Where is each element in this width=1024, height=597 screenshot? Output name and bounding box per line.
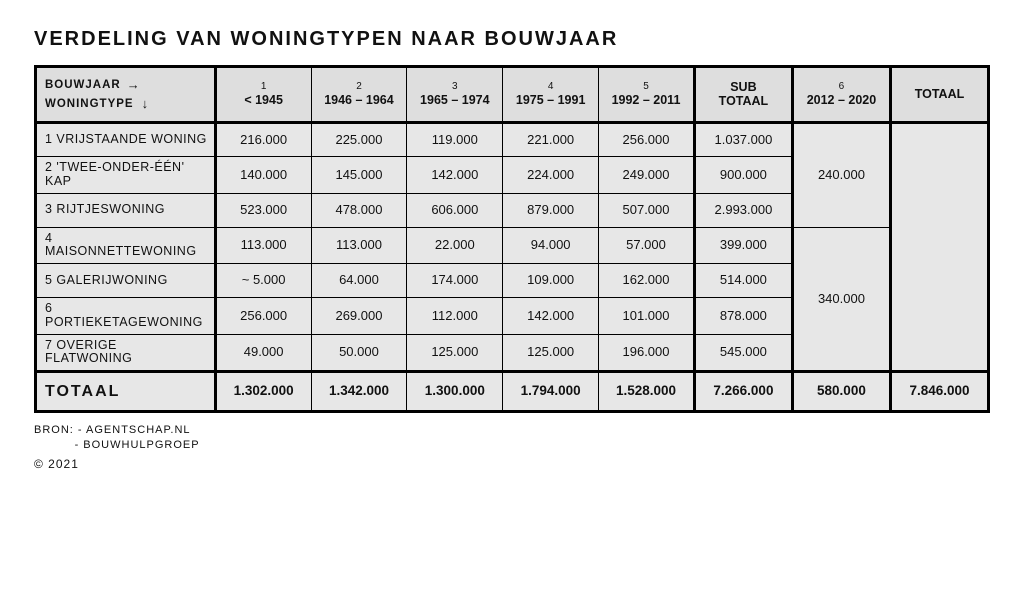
subtotal-cell: 545.000 <box>694 334 792 372</box>
source-1: - AGENTSCHAP.NL <box>78 424 191 436</box>
cell: 57.000 <box>599 227 695 264</box>
row-label: 5 GALERIJWONING <box>36 264 216 298</box>
col-period-5-num: 5 <box>605 81 687 92</box>
col-period-4: 4 1975 – 1991 <box>503 67 599 123</box>
merged-late-group1: 240.000 <box>792 123 890 228</box>
col-totaal: TOTAAL <box>890 67 988 123</box>
subtotal-cell: 900.000 <box>694 157 792 194</box>
cell: 94.000 <box>503 227 599 264</box>
cell: 142.000 <box>407 157 503 194</box>
cell: 224.000 <box>503 157 599 194</box>
col-period-1-label: < 1945 <box>244 93 283 107</box>
row-label: 1 VRIJSTAANDE WONING <box>36 123 216 157</box>
footer: BRON: - AGENTSCHAP.NL - BOUWHULPGROEP © … <box>34 423 990 473</box>
totals-cell: 1.528.000 <box>599 372 695 412</box>
row-label: 6 PORTIEKETAGEWONING <box>36 298 216 335</box>
cell: 64.000 <box>311 264 407 298</box>
cell: 145.000 <box>311 157 407 194</box>
arrow-right-icon: → <box>127 77 141 92</box>
cell: 49.000 <box>215 334 311 372</box>
totals-cell: 1.300.000 <box>407 372 503 412</box>
page-title: VERDELING VAN WONINGTYPEN NAAR BOUWJAAR <box>34 28 990 51</box>
totals-row: TOTAAL 1.302.000 1.342.000 1.300.000 1.7… <box>36 372 989 412</box>
col-period-3-num: 3 <box>413 81 496 92</box>
col-period-2-num: 2 <box>318 81 401 92</box>
cell: 50.000 <box>311 334 407 372</box>
merged-totaal-blank <box>890 123 988 372</box>
cell: 125.000 <box>407 334 503 372</box>
col-period-3-label: 1965 – 1974 <box>420 93 490 107</box>
col-late-label: 2012 – 2020 <box>807 93 877 107</box>
cell: 269.000 <box>311 298 407 335</box>
cell: 216.000 <box>215 123 311 157</box>
cell: 112.000 <box>407 298 503 335</box>
totals-subtotaal: 7.266.000 <box>694 372 792 412</box>
cell: 606.000 <box>407 193 503 227</box>
table-row: 4 MAISONNETTEWONING 113.000 113.000 22.0… <box>36 227 989 264</box>
row-label: 3 RIJTJESWONING <box>36 193 216 227</box>
subtotal-cell: 514.000 <box>694 264 792 298</box>
col-period-2: 2 1946 – 1964 <box>311 67 407 123</box>
cell: 523.000 <box>215 193 311 227</box>
copyright: © 2021 <box>34 456 990 473</box>
col-period-1-num: 1 <box>223 81 305 92</box>
row-label: 2 'TWEE-ONDER-ÉÉN' KAP <box>36 157 216 194</box>
cell: 140.000 <box>215 157 311 194</box>
cell: 22.000 <box>407 227 503 264</box>
housing-table: BOUWJAAR → WONINGTYPE ↓ 1 < 1945 2 1946 … <box>34 65 990 413</box>
subtotal-cell: 399.000 <box>694 227 792 264</box>
row-label: 7 OVERIGE FLATWONING <box>36 334 216 372</box>
totals-cell: 1.794.000 <box>503 372 599 412</box>
col-period-4-num: 4 <box>509 81 592 92</box>
corner-top-label: BOUWJAAR <box>45 79 121 92</box>
merged-late-group2: 340.000 <box>792 227 890 372</box>
col-period-5-label: 1992 – 2011 <box>612 93 681 107</box>
source-2: - BOUWHULPGROEP <box>75 439 200 451</box>
col-period-4-label: 1975 – 1991 <box>516 93 586 107</box>
cell: 125.000 <box>503 334 599 372</box>
cell: 478.000 <box>311 193 407 227</box>
totals-grand: 7.846.000 <box>890 372 988 412</box>
cell: ~ 5.000 <box>215 264 311 298</box>
cell: 174.000 <box>407 264 503 298</box>
cell: 256.000 <box>599 123 695 157</box>
cell: 249.000 <box>599 157 695 194</box>
col-subtotaal: SUB TOTAAL <box>694 67 792 123</box>
bron-label: BRON: <box>34 424 74 436</box>
cell: 142.000 <box>503 298 599 335</box>
col-late-period: 6 2012 – 2020 <box>792 67 890 123</box>
totals-label: TOTAAL <box>36 372 216 412</box>
cell: 113.000 <box>311 227 407 264</box>
col-period-3: 3 1965 – 1974 <box>407 67 503 123</box>
cell: 507.000 <box>599 193 695 227</box>
totals-late: 580.000 <box>792 372 890 412</box>
subtotal-cell: 2.993.000 <box>694 193 792 227</box>
corner-bottom-label: WONINGTYPE <box>45 98 134 111</box>
cell: 109.000 <box>503 264 599 298</box>
col-period-1: 1 < 1945 <box>215 67 311 123</box>
cell: 221.000 <box>503 123 599 157</box>
totals-cell: 1.302.000 <box>215 372 311 412</box>
subtotal-cell: 878.000 <box>694 298 792 335</box>
col-late-num: 6 <box>800 81 883 92</box>
arrow-down-icon: ↓ <box>142 96 149 111</box>
cell: 256.000 <box>215 298 311 335</box>
cell: 225.000 <box>311 123 407 157</box>
col-period-2-label: 1946 – 1964 <box>324 93 394 107</box>
cell: 196.000 <box>599 334 695 372</box>
cell: 119.000 <box>407 123 503 157</box>
cell: 879.000 <box>503 193 599 227</box>
cell: 101.000 <box>599 298 695 335</box>
col-period-5: 5 1992 – 2011 <box>599 67 695 123</box>
totals-cell: 1.342.000 <box>311 372 407 412</box>
cell: 113.000 <box>215 227 311 264</box>
table-row: 1 VRIJSTAANDE WONING 216.000 225.000 119… <box>36 123 989 157</box>
corner-cell: BOUWJAAR → WONINGTYPE ↓ <box>36 67 216 123</box>
subtotal-cell: 1.037.000 <box>694 123 792 157</box>
cell: 162.000 <box>599 264 695 298</box>
row-label: 4 MAISONNETTEWONING <box>36 227 216 264</box>
